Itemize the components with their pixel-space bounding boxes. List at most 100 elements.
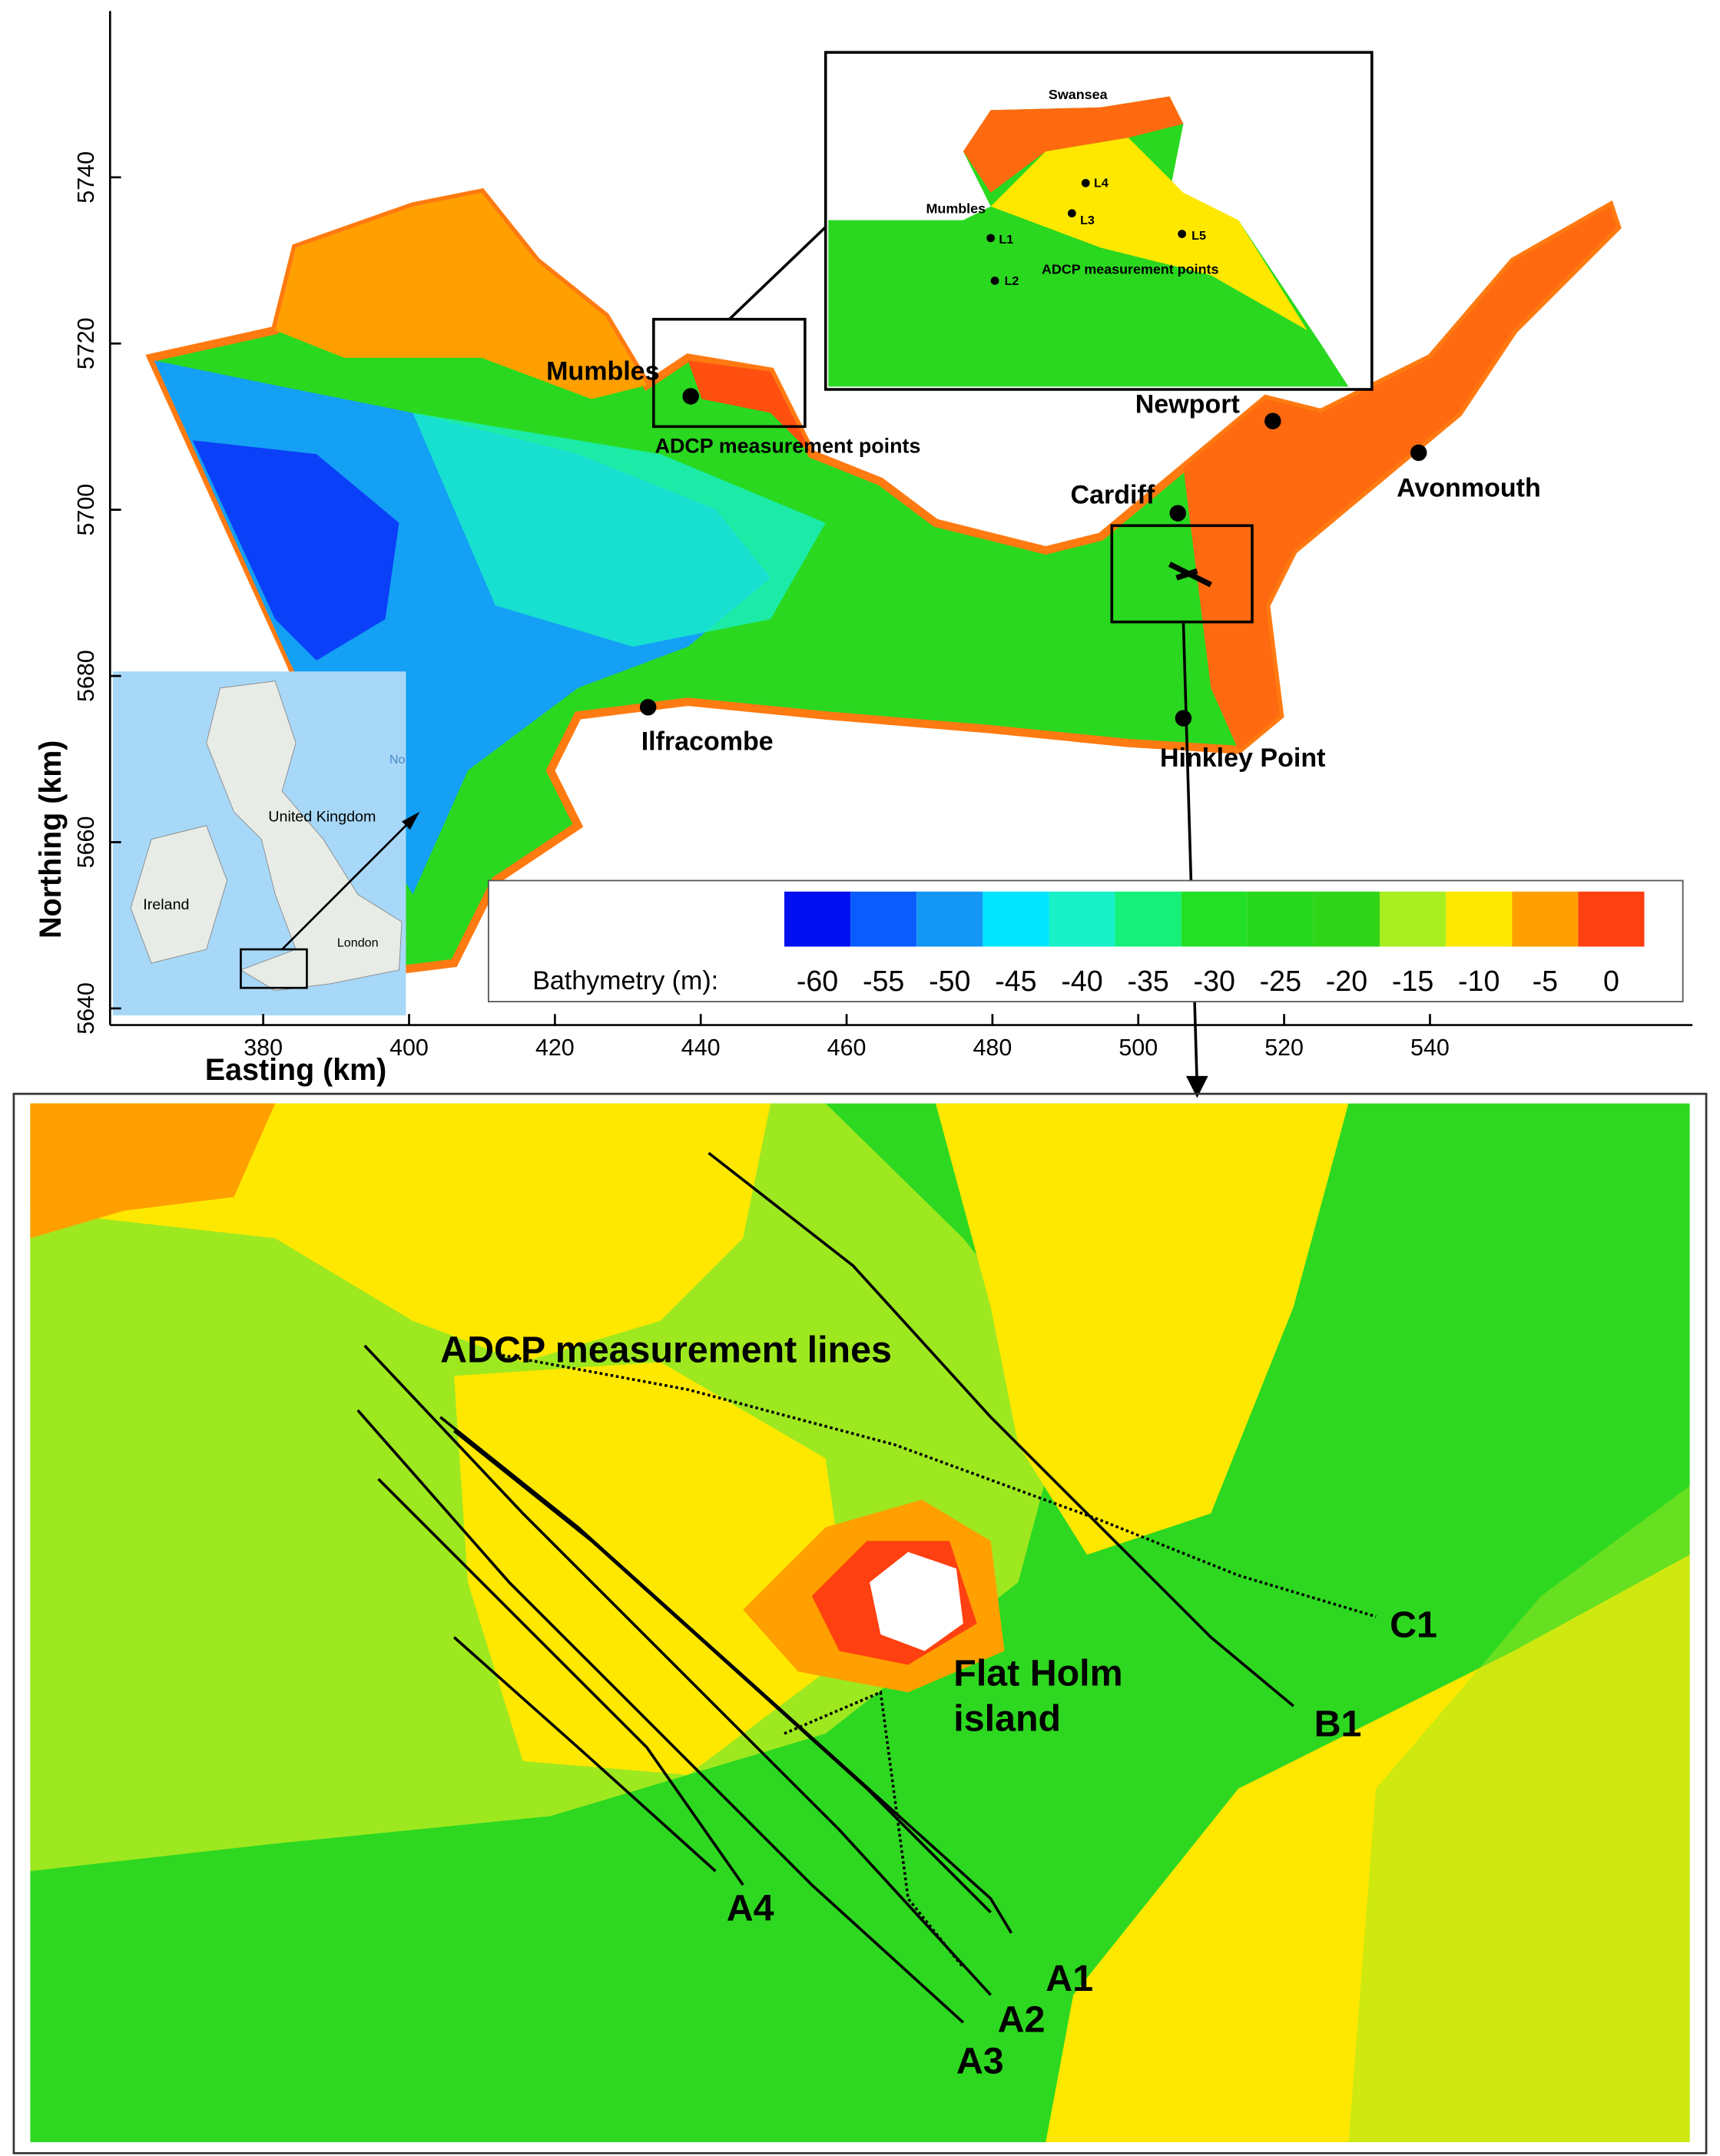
x-tick-label: 420 (535, 1035, 575, 1061)
track-a3 (356, 1409, 965, 2024)
depth-zone (454, 1362, 853, 1775)
measurement-lines (356, 1151, 1377, 2024)
arrow (281, 817, 414, 950)
colorbar-box (1512, 891, 1579, 947)
track-a4 (377, 1478, 744, 1886)
shallow-north (275, 192, 647, 399)
y-tick-label: 5640 (73, 982, 99, 1035)
inset-label: London (337, 936, 379, 949)
colorbar-box (1049, 891, 1115, 947)
inset-label: L2 (1005, 274, 1019, 288)
shallow-east (1183, 206, 1617, 750)
place-label: Mumbles (546, 356, 659, 386)
swansea-shallow (688, 360, 812, 455)
mid-water (413, 412, 826, 647)
colorbar-box (1115, 891, 1181, 947)
y-tick-label: 5740 (73, 151, 99, 204)
colorbar-box (1313, 891, 1380, 947)
depth-zone (936, 1103, 1349, 1555)
track-a1b (452, 1429, 992, 1914)
inset-coast (963, 96, 1184, 193)
track-b1 (708, 1151, 1294, 1707)
line-label: B1 (1314, 1704, 1362, 1745)
panel-border (12, 1092, 1708, 2154)
place-marker (1264, 412, 1281, 429)
colorbar-box (983, 891, 1049, 947)
place-marker (1169, 505, 1187, 522)
point-marker (1081, 178, 1090, 187)
colorbar-tick-label: -15 (1392, 965, 1433, 997)
place-label: Avonmouth (1397, 474, 1541, 503)
colorbar-tick-label: -20 (1326, 965, 1367, 997)
inset-label: L5 (1191, 229, 1206, 243)
x-tick-label: 520 (1264, 1035, 1304, 1061)
colorbar-box (1578, 891, 1645, 947)
place-label: ADCP measurement points (655, 434, 921, 457)
inset-label: Mumbles (926, 201, 986, 217)
x-axis-label: Easting (km) (205, 1053, 386, 1087)
point-marker (1067, 209, 1076, 218)
place-label: Ilfracombe (641, 727, 774, 756)
place-marker (1175, 710, 1192, 727)
colorbar-tick-label: -55 (863, 965, 904, 997)
colorbar-label: Bathymetry (m): (532, 966, 718, 995)
locator-box (240, 948, 308, 989)
x-tick-label: 440 (681, 1035, 721, 1061)
colorbar-tick-label: -40 (1061, 965, 1102, 997)
inset-label: L4 (1094, 177, 1109, 190)
colorbar-tick-label: -10 (1458, 965, 1500, 997)
depth-zone (1348, 1485, 1690, 2142)
deepest-water (192, 440, 399, 661)
island-label: Flat Holm (953, 1652, 1122, 1694)
inset-label: ADCP measurement points (1042, 262, 1219, 277)
place-marker (639, 699, 657, 716)
place-label: Cardiff (1071, 481, 1155, 510)
inset-shallow (990, 137, 1307, 330)
place-label: Newport (1135, 389, 1240, 419)
detail-title: ADCP measurement lines (440, 1329, 892, 1370)
ireland-land (130, 825, 228, 964)
track-a2 (363, 1344, 992, 1996)
inset-label: United Kingdom (268, 808, 376, 825)
colorbar-box (1380, 891, 1447, 947)
lines-thumbnail (1168, 561, 1212, 588)
point-marker (986, 233, 996, 243)
y-tick-label: 5680 (73, 650, 99, 702)
colorbar-tick-label: -60 (797, 965, 838, 997)
inset-label: No (389, 753, 406, 767)
colorbar-box (1446, 891, 1513, 947)
x-tick-label: 380 (244, 1035, 283, 1061)
line-label: A1 (1046, 1958, 1093, 1999)
y-tick-label: 5720 (73, 317, 99, 369)
colorbar-tick-label: -35 (1127, 965, 1168, 997)
colorbar-tick-label: -50 (929, 965, 970, 997)
colorbar-box (1181, 891, 1248, 947)
arrow-head (402, 811, 420, 830)
depth-zone (30, 1103, 276, 1239)
uk-land (206, 681, 403, 992)
track-a4b (452, 1636, 717, 1873)
colorbar-box (1247, 891, 1314, 947)
arrow (728, 226, 827, 320)
colorbar-tick-label: -30 (1194, 965, 1235, 997)
colorbar-tick-label: -5 (1533, 965, 1558, 997)
line-label: A3 (956, 2040, 1004, 2081)
track-c1 (502, 1353, 1377, 1618)
island-label: island (953, 1697, 1061, 1739)
island (870, 1552, 963, 1651)
x-tick-label: 460 (827, 1035, 867, 1061)
y-tick-label: 5660 (73, 816, 99, 869)
x-tick-label: 480 (973, 1035, 1012, 1061)
x-tick-label: 400 (389, 1035, 429, 1061)
line-label: C1 (1390, 1605, 1437, 1646)
x-tick-label: 500 (1118, 1035, 1158, 1061)
arrow (1181, 621, 1199, 1088)
y-tick-label: 5700 (73, 484, 99, 536)
arrow-head (1186, 1075, 1208, 1098)
colorbar-box (850, 891, 917, 947)
place-marker (682, 388, 699, 405)
place-marker (1410, 444, 1427, 462)
inset-label: L3 (1080, 214, 1095, 227)
point-marker (990, 277, 999, 285)
